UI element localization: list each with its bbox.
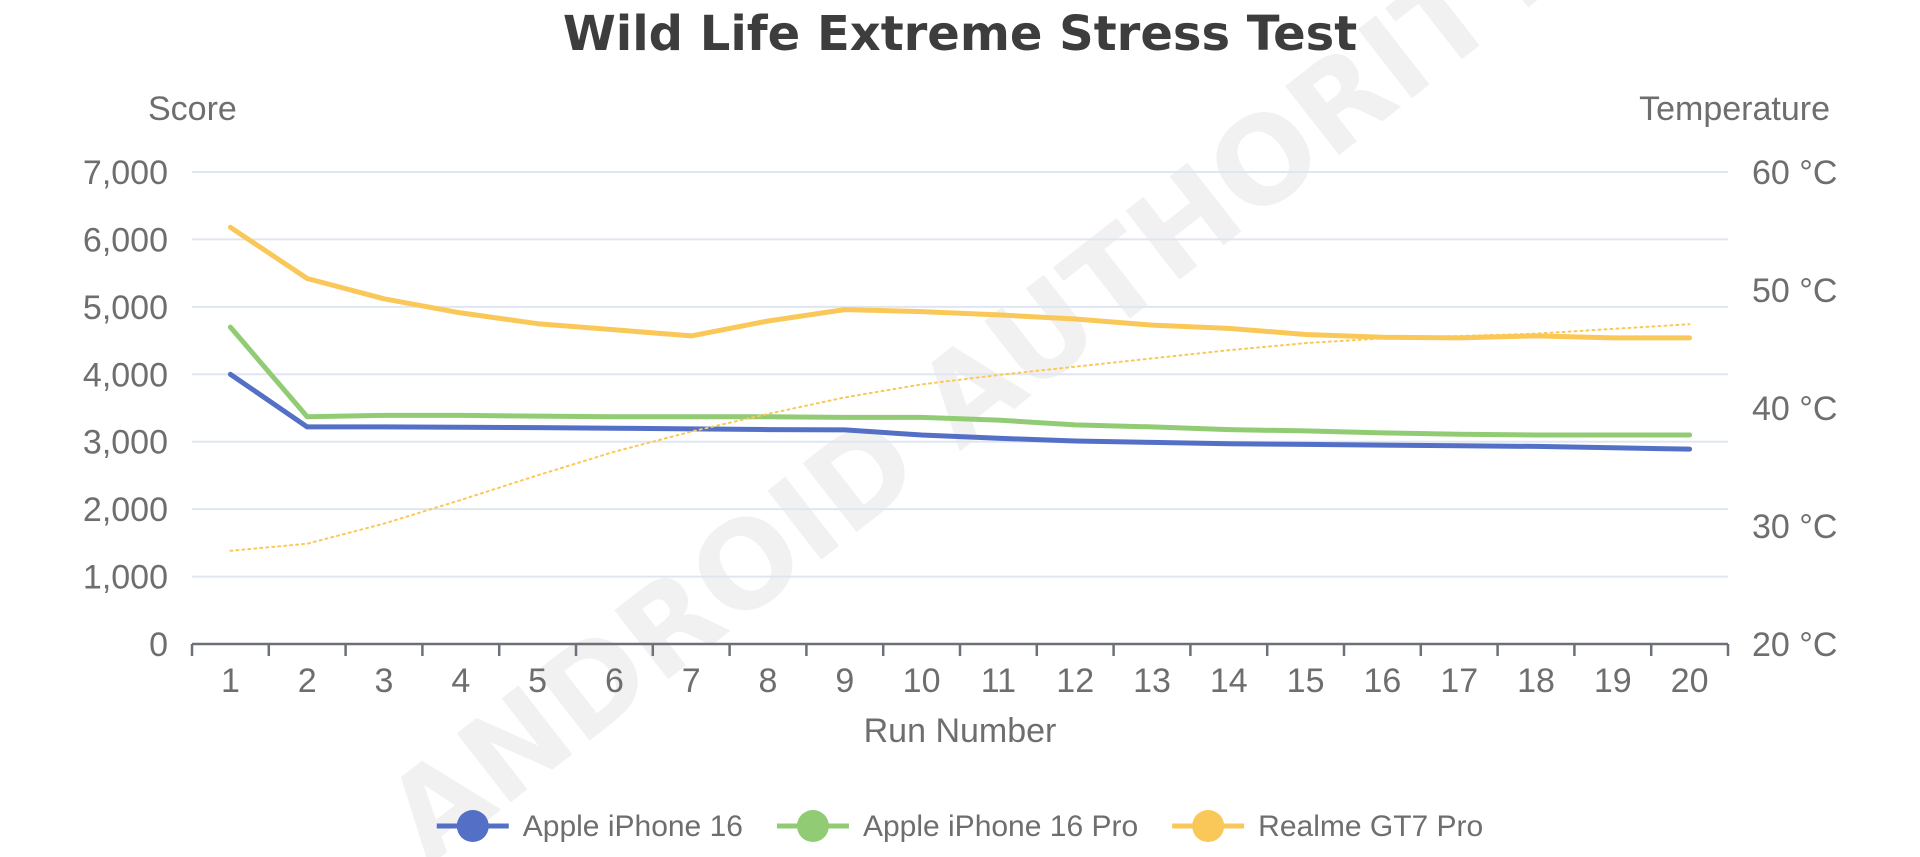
x-tick-label: 20: [1671, 662, 1709, 700]
series-line-temperature-realme-gt7-pro: [229, 323, 1691, 552]
series-line-apple-iphone-16: [227, 371, 1693, 452]
y2-tick-label: 60 °C: [1752, 154, 1837, 192]
x-tick-label: 6: [605, 662, 624, 700]
x-tick-label: 2: [298, 662, 317, 700]
legend-marker-dot: [796, 810, 829, 842]
y-axis-title: Score: [148, 90, 237, 128]
y2-tick-label: 50 °C: [1752, 272, 1837, 310]
legend: Apple iPhone 16 Apple iPhone 16 Pro Realme…: [436, 810, 1483, 843]
x-tick-label: 10: [903, 662, 941, 700]
chart-title: Wild Life Extreme Stress Test: [563, 6, 1357, 62]
x-tick-label: 8: [759, 662, 778, 700]
y-tick-label: 4,000: [83, 356, 168, 394]
x-tick-label: 4: [451, 662, 470, 700]
y2-axis-title: Temperature: [1639, 90, 1830, 128]
y-tick-label: 6,000: [83, 221, 168, 259]
gridlines: [192, 171, 1728, 578]
y2-tick-label: 20 °C: [1752, 626, 1837, 664]
axes: 0 1,000 2,000 3,000 4,000 5,000 6,000 7,000 20 °…: [83, 154, 1838, 700]
x-tick-label: 12: [1056, 662, 1094, 700]
x-tick-label: 19: [1594, 662, 1632, 700]
x-tick-label: 5: [528, 662, 547, 700]
y-tick-label: 0: [149, 626, 168, 664]
y-tick-label: 1,000: [83, 559, 168, 597]
y-tick-label: 5,000: [83, 289, 168, 327]
y-tick-label: 2,000: [83, 491, 168, 529]
legend-marker-dot: [1192, 810, 1225, 842]
legend-label: Apple iPhone 16 Pro: [863, 810, 1138, 843]
x-tick-label: 17: [1440, 662, 1478, 700]
legend-marker-dot: [456, 810, 489, 842]
x-tick-label: 9: [835, 662, 854, 700]
legend-label: Apple iPhone 16: [523, 810, 743, 843]
x-tick-label: 15: [1287, 662, 1325, 700]
x-tick-label: 16: [1363, 662, 1401, 700]
x-tick-label: 18: [1517, 662, 1555, 700]
x-tick-label: 14: [1210, 662, 1248, 700]
x-axis-title: Run Number: [864, 712, 1057, 750]
x-tick-label: 11: [981, 662, 1016, 700]
series-line-realme-gt7-pro: [227, 224, 1693, 341]
x-tick-label: 3: [375, 662, 394, 700]
y2-tick-label: 30 °C: [1752, 508, 1837, 546]
y2-tick-label: 40 °C: [1752, 390, 1837, 428]
legend-label: Realme GT7 Pro: [1258, 810, 1483, 843]
x-tick-label: 1: [221, 662, 240, 700]
x-tick-label: 7: [682, 662, 701, 700]
series-lines: [227, 224, 1693, 552]
y-tick-label: 3,000: [83, 424, 168, 462]
y-tick-label: 7,000: [83, 154, 168, 192]
x-tick-label: 13: [1133, 662, 1171, 700]
series-line-apple-iphone-16-pro: [227, 324, 1693, 438]
